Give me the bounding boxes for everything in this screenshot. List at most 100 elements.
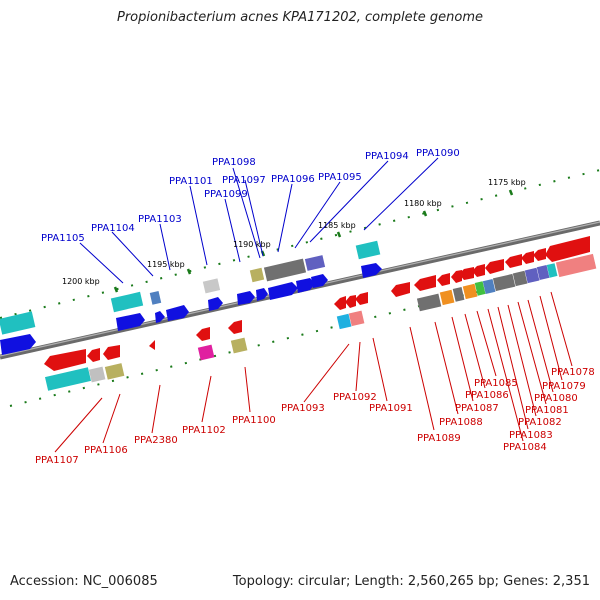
leader-ppa1083: [497, 306, 529, 430]
gene-blue-ppa1096: [296, 278, 315, 293]
gene-teal-left: [0, 311, 36, 335]
tick-1185: [336, 231, 342, 238]
gene-ppa1095: [304, 255, 326, 271]
gene-ppa1088: [437, 273, 450, 286]
leader-ppa1090: [363, 157, 439, 231]
top-label-ppa1090: PPA1090: [416, 148, 460, 159]
leader-ppa1080: [527, 299, 554, 393]
leader-ppa1078: [550, 291, 573, 367]
bottom-leader-lines: [54, 291, 573, 453]
tick-1195: [186, 268, 192, 275]
leader-ppa1099: [224, 198, 241, 263]
leader-ppa1104: [111, 231, 154, 277]
bottom-label-ppa1093: PPA1093: [281, 403, 325, 414]
bottom-label-ppa1081: PPA1081: [525, 405, 569, 416]
bottom-label-ppa2380: PPA2380: [134, 435, 178, 446]
gene-ppa1106-grey: [88, 366, 106, 383]
top-label-ppa1097: PPA1097: [222, 175, 266, 186]
leader-ppa1086: [464, 313, 486, 389]
gene-ppa1107-teal: [44, 367, 92, 391]
gene-blue-left: [0, 334, 36, 355]
leader-ppa1079: [539, 295, 563, 381]
gene-ppa1078: [545, 236, 590, 262]
gene-ppa1081: [533, 248, 546, 261]
gene-ppa1107: [44, 349, 86, 371]
leader-ppa1088: [434, 321, 459, 415]
bottom-label-ppa1078: PPA1078: [551, 367, 595, 378]
gene-ppa1102: [196, 327, 210, 341]
reverse-genes: [44, 236, 597, 391]
gene-blue-ppa1099: [237, 291, 255, 305]
major-ticks: [113, 189, 514, 293]
gene-ppa1093-cyan: [336, 313, 352, 330]
accession-text: Accession: NC_006085: [10, 574, 158, 589]
scale-labels: 1200 kbp 1195 kbp 1190 kbp 1185 kbp 1180…: [62, 178, 526, 286]
leader-ppa1098: [232, 167, 261, 259]
gene-ppa1082: [521, 251, 534, 264]
gene-ppa1102-pink: [197, 344, 215, 361]
gene-ppa1085-green: [474, 281, 486, 296]
gene-blue-ppa1098b: [256, 288, 268, 301]
leader-ppa1092: [355, 341, 361, 392]
gene-ppa1084: [485, 259, 504, 274]
gene-ppa1087-grey: [452, 287, 465, 302]
forward-genes: [0, 240, 382, 355]
leader-ppa1081: [517, 301, 547, 405]
gene-blue-ppa1097: [268, 282, 298, 300]
gene-ppa2380: [149, 340, 155, 350]
gene-ppa1083-grey: [512, 270, 528, 287]
scale-label-1180: 1180 kbp: [404, 199, 442, 208]
gene-ppa1106-olive: [104, 363, 125, 380]
gene-blue-ppa1101: [208, 297, 223, 311]
leader-ppa1100: [244, 366, 251, 413]
tick-1175: [508, 189, 514, 196]
leader-ppa1089: [409, 326, 435, 431]
gene-ppa1103: [149, 291, 162, 305]
scale-label-1175: 1175 kbp: [488, 178, 526, 187]
gene-ppa1086-orange: [462, 283, 478, 300]
gene-ppa1088-orange: [439, 289, 455, 306]
topology-text: Topology: circular; Length: 2,560,265 bp…: [232, 574, 590, 589]
gene-ppa1092-salmon: [348, 310, 365, 327]
gene-ppa1093b: [345, 295, 356, 308]
leader-ppa1094: [309, 160, 389, 243]
gene-ppa1098: [249, 267, 265, 283]
top-label-ppa1098: PPA1098: [212, 157, 256, 168]
gene-blue-ppa1102: [166, 305, 189, 321]
bottom-label-ppa1080: PPA1080: [534, 393, 578, 404]
gene-ppa1092: [355, 292, 368, 305]
gene-ppa1084-grey: [492, 273, 516, 292]
gene-blue-ppa1090: [361, 263, 382, 278]
leader-ppa1084: [487, 308, 524, 442]
leader-ppa1093: [303, 343, 350, 403]
gene-ppa1096: [263, 258, 307, 282]
leader-ppa2380: [151, 384, 161, 434]
gene-ppa1101: [202, 278, 221, 294]
top-label-ppa1105: PPA1105: [41, 233, 85, 244]
gene-blue-ppa1095: [311, 274, 328, 288]
leader-ppa1106: [102, 393, 121, 444]
bottom-label-ppa1083: PPA1083: [509, 430, 553, 441]
gene-ppa1080-teal: [546, 263, 558, 278]
gene-ppa1083: [505, 254, 522, 268]
leader-ppa1096: [277, 183, 293, 253]
gene-ppa1106: [87, 348, 100, 362]
leader-ppa1091: [372, 337, 388, 402]
top-label-ppa1096: PPA1096: [271, 174, 315, 185]
top-label-ppa1103: PPA1103: [138, 214, 182, 225]
gene-ppa1089-grey: [416, 293, 442, 312]
leader-ppa1095: [294, 181, 341, 249]
leader-ppa1097: [244, 179, 264, 257]
bottom-gene-labels: PPA1107 PPA1106 PPA2380 PPA1102 PPA1100 PPA10…: [35, 367, 595, 466]
bottom-label-ppa1085: PPA1085: [474, 378, 518, 389]
gene-ppa1089: [414, 275, 436, 291]
bottom-label-ppa1079: PPA1079: [542, 381, 586, 392]
gene-ppa1085-blue: [482, 279, 496, 294]
bottom-label-ppa1100: PPA1100: [232, 415, 276, 426]
gene-ppa1091: [391, 282, 410, 297]
bottom-label-ppa1107: PPA1107: [35, 455, 79, 466]
leader-ppa1087: [451, 316, 474, 402]
bottom-label-ppa1092: PPA1092: [333, 392, 377, 403]
